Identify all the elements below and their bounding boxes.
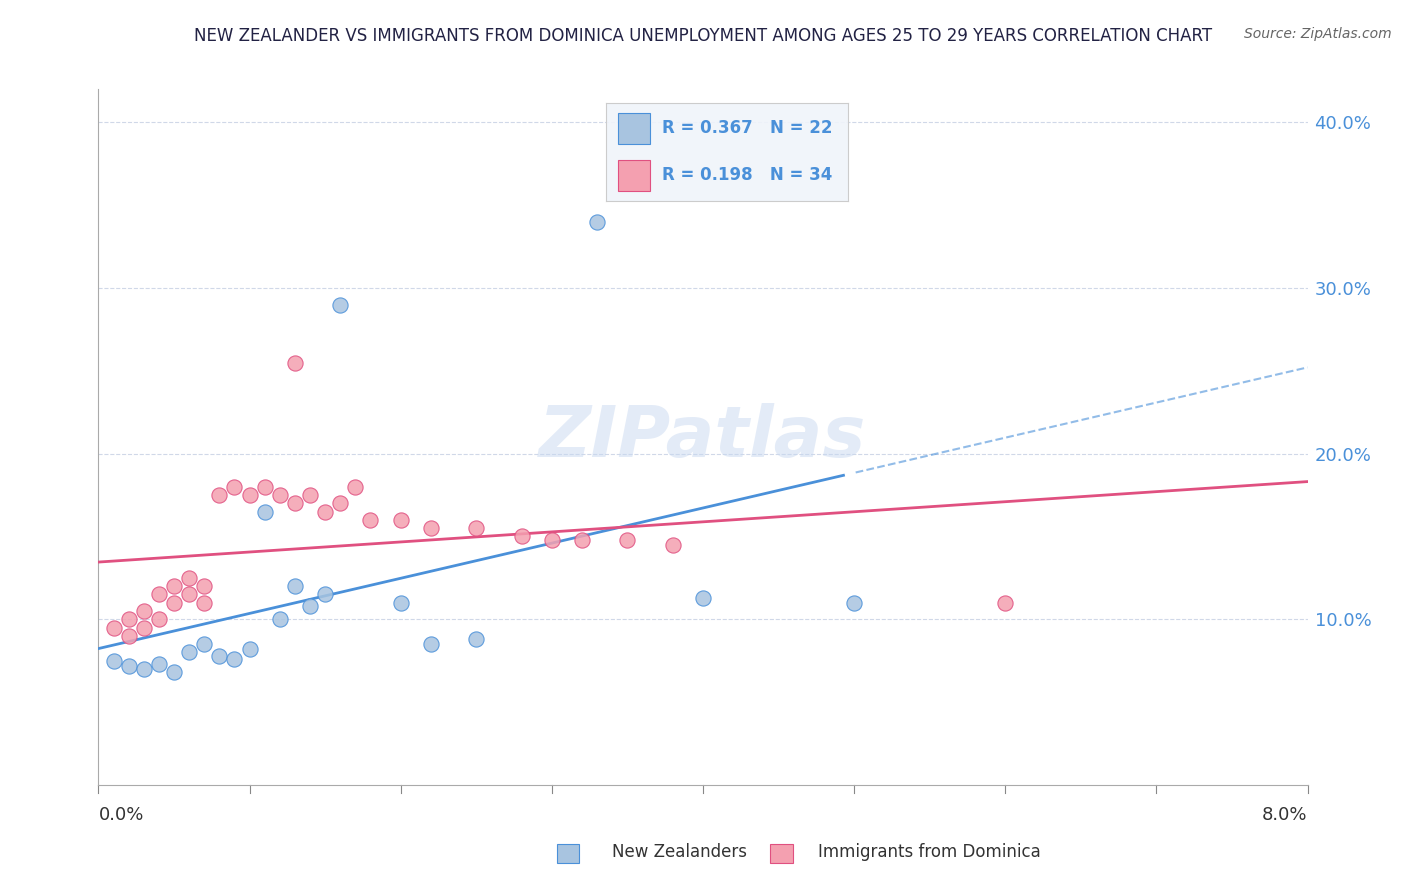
Point: [314, 587, 336, 601]
Text: 0.0%: 0.0%: [98, 805, 143, 824]
Point: [179, 571, 201, 585]
FancyBboxPatch shape: [619, 160, 650, 191]
Point: [163, 579, 186, 593]
Point: [148, 657, 170, 671]
Point: [269, 612, 291, 626]
Text: R = 0.198   N = 34: R = 0.198 N = 34: [662, 166, 832, 184]
Point: [314, 505, 336, 519]
Point: [284, 496, 307, 510]
Text: Immigrants from Dominica: Immigrants from Dominica: [818, 843, 1040, 861]
Point: [193, 596, 215, 610]
Point: [284, 355, 307, 369]
Point: [344, 480, 367, 494]
Text: Source: ZipAtlas.com: Source: ZipAtlas.com: [1244, 27, 1392, 41]
Text: ZIPatlas: ZIPatlas: [540, 402, 866, 472]
Point: [179, 645, 201, 659]
Point: [586, 215, 609, 229]
Point: [103, 621, 125, 635]
Point: [118, 658, 141, 673]
Point: [541, 533, 564, 547]
Point: [994, 596, 1017, 610]
Point: [224, 480, 246, 494]
Point: [132, 662, 155, 676]
Point: [224, 652, 246, 666]
Point: [163, 596, 186, 610]
Point: [239, 488, 262, 502]
Text: R = 0.367   N = 22: R = 0.367 N = 22: [662, 120, 832, 137]
Point: [103, 654, 125, 668]
Point: [616, 533, 638, 547]
Point: [148, 612, 170, 626]
Point: [510, 529, 533, 543]
Point: [284, 579, 307, 593]
Text: NEW ZEALANDER VS IMMIGRANTS FROM DOMINICA UNEMPLOYMENT AMONG AGES 25 TO 29 YEARS: NEW ZEALANDER VS IMMIGRANTS FROM DOMINIC…: [194, 27, 1212, 45]
Point: [329, 297, 352, 311]
Point: [208, 488, 231, 502]
Point: [389, 596, 412, 610]
Point: [132, 604, 155, 618]
Point: [179, 587, 201, 601]
Text: New Zealanders: New Zealanders: [612, 843, 747, 861]
Point: [420, 521, 443, 535]
Point: [299, 488, 322, 502]
Point: [465, 632, 488, 647]
Point: [193, 579, 215, 593]
Point: [163, 665, 186, 680]
Point: [465, 521, 488, 535]
Point: [299, 599, 322, 613]
Point: [253, 505, 276, 519]
FancyBboxPatch shape: [619, 113, 650, 144]
Point: [208, 648, 231, 663]
Point: [844, 596, 866, 610]
Point: [253, 480, 276, 494]
Point: [239, 642, 262, 657]
Point: [269, 488, 291, 502]
Point: [193, 637, 215, 651]
Point: [571, 533, 593, 547]
Point: [118, 612, 141, 626]
Point: [118, 629, 141, 643]
Point: [692, 591, 714, 605]
Point: [420, 637, 443, 651]
Text: 8.0%: 8.0%: [1263, 805, 1308, 824]
Point: [662, 538, 685, 552]
Point: [360, 513, 382, 527]
Point: [329, 496, 352, 510]
Point: [132, 621, 155, 635]
Point: [389, 513, 412, 527]
Point: [148, 587, 170, 601]
